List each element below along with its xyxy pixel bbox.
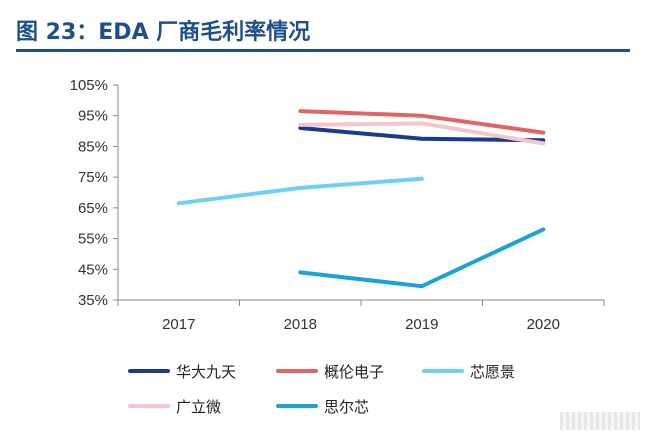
- y-tick-label: 35%: [78, 292, 108, 309]
- legend-label: 概伦电子: [324, 363, 384, 381]
- series-line-华大九天: [298, 126, 546, 143]
- series-line-思尔芯: [298, 227, 546, 289]
- series-line-广立微: [298, 121, 546, 146]
- y-tick-label: 75%: [78, 169, 108, 186]
- y-tick-label: 105%: [70, 77, 108, 94]
- x-tick-label: 2019: [405, 316, 438, 333]
- chart-title: 图 23：EDA 厂商毛利率情况: [16, 20, 311, 45]
- series-line-芯愿景: [176, 176, 424, 206]
- y-tick-label: 55%: [78, 231, 108, 248]
- legend-label: 广立微: [176, 398, 221, 416]
- y-tick-label: 65%: [78, 200, 108, 217]
- y-tick-label: 85%: [78, 138, 108, 155]
- title-underline: [16, 49, 630, 52]
- y-tick-label: 45%: [78, 261, 108, 278]
- legend-label: 芯愿景: [470, 363, 515, 381]
- chart-axes: 35% 45% 55% 65% 75% 85% 95% 105% 2017 2018 2019 202…: [70, 77, 605, 333]
- chart-series: [176, 109, 546, 289]
- x-tick-label: 2017: [162, 316, 195, 333]
- y-tick-label: 95%: [78, 108, 108, 125]
- x-tick-label: 2020: [527, 316, 560, 333]
- watermark: [560, 412, 640, 430]
- legend-label: 思尔芯: [324, 398, 369, 416]
- x-tick-label: 2018: [284, 316, 317, 333]
- legend-label: 华大九天: [176, 363, 236, 381]
- series-line-概伦电子: [298, 109, 546, 135]
